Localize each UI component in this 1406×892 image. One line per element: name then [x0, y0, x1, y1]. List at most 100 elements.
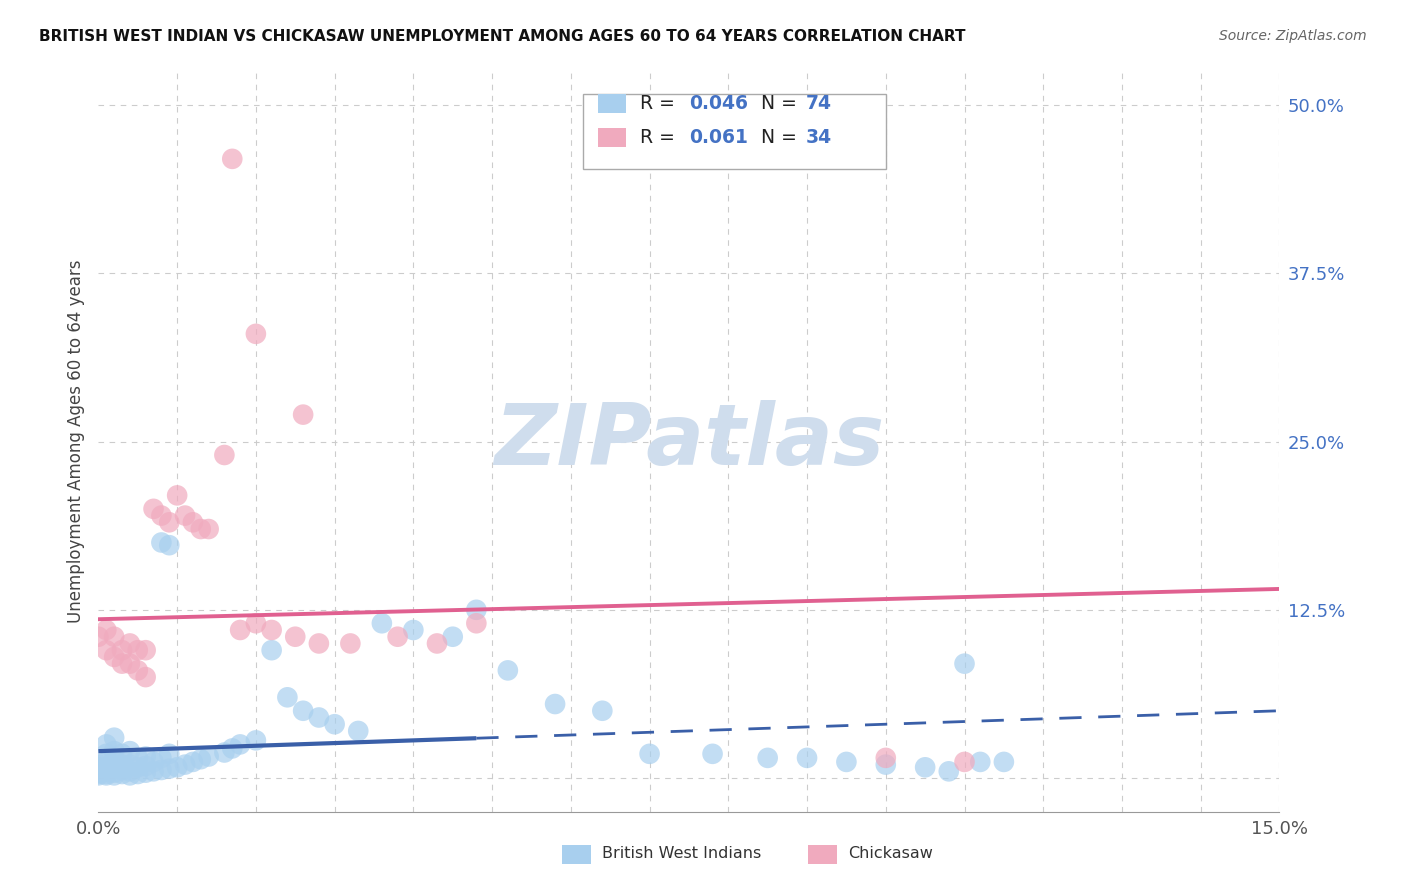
Point [938, 764, 960, 779]
Point [87, 763, 110, 777]
Point [142, 755, 165, 769]
Point [702, 747, 724, 761]
Point [221, 152, 243, 166]
Point [260, 623, 283, 637]
Point [214, 746, 236, 760]
Point [993, 755, 1015, 769]
Point [181, 516, 204, 530]
Point [276, 690, 298, 705]
Point [96, 760, 118, 774]
Point [103, 744, 125, 758]
Point [339, 636, 361, 650]
Point [174, 757, 197, 772]
Point [166, 488, 188, 502]
Y-axis label: Unemployment Among Ages 60 to 64 years: Unemployment Among Ages 60 to 64 years [66, 260, 84, 624]
Text: BRITISH WEST INDIAN VS CHICKASAW UNEMPLOYMENT AMONG AGES 60 TO 64 YEARS CORRELAT: BRITISH WEST INDIAN VS CHICKASAW UNEMPLO… [39, 29, 966, 44]
Point [127, 751, 149, 765]
Point [111, 747, 134, 761]
Point [103, 752, 125, 766]
Point [87, 760, 110, 774]
Point [387, 630, 409, 644]
Point [87, 757, 110, 772]
Point [118, 757, 141, 772]
Point [127, 767, 149, 781]
Point [638, 747, 661, 761]
Point [245, 326, 267, 341]
Point [308, 710, 330, 724]
Point [426, 636, 449, 650]
Point [284, 630, 307, 644]
Point [214, 448, 236, 462]
Text: N =: N = [749, 94, 803, 112]
Point [87, 630, 110, 644]
Point [118, 636, 141, 650]
Point [875, 751, 897, 765]
Point [308, 636, 330, 650]
Point [87, 767, 110, 781]
Point [157, 538, 180, 552]
Point [260, 643, 283, 657]
Point [441, 630, 464, 644]
Point [292, 704, 315, 718]
Point [87, 764, 110, 779]
Point [402, 623, 425, 637]
Point [157, 516, 180, 530]
Point [221, 741, 243, 756]
Point [118, 764, 141, 779]
Point [953, 657, 976, 671]
Point [96, 747, 118, 761]
Point [953, 755, 976, 769]
Point [190, 752, 212, 766]
Point [229, 738, 252, 752]
Point [96, 768, 118, 782]
Point [245, 733, 267, 747]
Text: R =: R = [640, 94, 681, 112]
Point [157, 747, 180, 761]
Point [87, 762, 110, 776]
Point [465, 603, 488, 617]
Text: 0.061: 0.061 [689, 128, 748, 146]
Point [347, 723, 370, 738]
Point [127, 664, 149, 678]
Point [135, 749, 157, 764]
Point [142, 764, 165, 779]
Point [96, 738, 118, 752]
Point [87, 765, 110, 780]
Point [465, 616, 488, 631]
Point [111, 767, 134, 781]
Text: Chickasaw: Chickasaw [848, 847, 932, 861]
Point [157, 762, 180, 776]
Point [197, 749, 219, 764]
Point [118, 768, 141, 782]
Point [96, 764, 118, 779]
Text: ZIPatlas: ZIPatlas [494, 400, 884, 483]
Point [150, 508, 173, 523]
Point [969, 755, 991, 769]
Point [544, 697, 567, 711]
Text: Source: ZipAtlas.com: Source: ZipAtlas.com [1219, 29, 1367, 43]
Text: N =: N = [749, 128, 803, 146]
Point [103, 765, 125, 780]
Point [835, 755, 858, 769]
Point [118, 657, 141, 671]
Text: 34: 34 [806, 128, 832, 146]
Point [111, 757, 134, 772]
Text: British West Indians: British West Indians [602, 847, 761, 861]
Point [756, 751, 779, 765]
Point [111, 657, 134, 671]
Point [197, 522, 219, 536]
Point [150, 763, 173, 777]
Point [96, 643, 118, 657]
Point [103, 630, 125, 644]
Point [96, 623, 118, 637]
Point [190, 522, 212, 536]
Point [150, 751, 173, 765]
Point [229, 623, 252, 637]
Point [174, 508, 197, 523]
Text: R =: R = [640, 128, 681, 146]
Point [875, 757, 897, 772]
Point [103, 762, 125, 776]
Text: 0.046: 0.046 [689, 94, 748, 112]
Point [591, 704, 613, 718]
Point [103, 731, 125, 745]
